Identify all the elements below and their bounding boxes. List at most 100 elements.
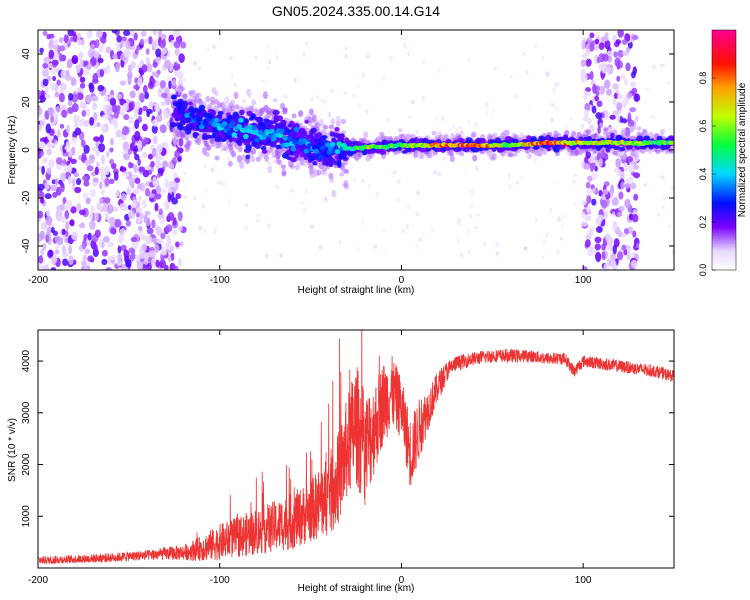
spectrogram-blob xyxy=(98,166,106,176)
spectrogram-blob xyxy=(611,197,619,206)
spectrogram-blob xyxy=(601,194,606,201)
spectrogram-blob xyxy=(184,145,190,153)
spectrogram-blob xyxy=(206,144,211,151)
spectrogram-blob xyxy=(80,139,86,148)
spectrogram-blob xyxy=(542,239,546,243)
spectrogram-blob xyxy=(615,39,622,45)
spectrogram-blob xyxy=(77,52,83,61)
spectrogram-blob xyxy=(127,210,135,220)
spectrogram-blob xyxy=(291,113,297,119)
spectrogram-blob xyxy=(302,130,308,137)
spectrogram-blob xyxy=(164,200,170,211)
spectrogram-blob xyxy=(546,147,552,152)
spectrogram-blob xyxy=(124,40,131,50)
spectrogram-blob xyxy=(110,162,117,170)
spectrogram-blob xyxy=(127,75,132,85)
spectrogram-blob xyxy=(363,131,369,139)
spectrogram-blob xyxy=(66,60,72,69)
spectrogram-blob xyxy=(621,127,627,135)
spectrogram-blob xyxy=(116,35,122,43)
spectrogram-blob xyxy=(275,184,280,190)
spectrogram-blob xyxy=(594,236,602,244)
spectrogram-blob xyxy=(170,180,177,188)
colorbar-gradient xyxy=(712,30,736,270)
spectrogram-blob xyxy=(86,30,93,39)
spectrogram-blob xyxy=(604,32,609,39)
top-x-ticks: -200 -100 0 100 xyxy=(28,30,592,286)
spectrogram-blob xyxy=(64,209,70,220)
spectrogram-blob xyxy=(141,64,148,73)
spectrogram-blob xyxy=(204,188,208,193)
spectrogram-blob xyxy=(644,87,650,91)
spectrogram-blob xyxy=(251,147,257,155)
spectrogram-blob xyxy=(591,198,597,206)
spectrogram-blob xyxy=(430,228,435,232)
spectrogram-blob xyxy=(40,248,44,257)
spectrogram-blob xyxy=(81,265,85,270)
spectrogram-blob xyxy=(554,106,559,111)
spectrogram-blob xyxy=(556,216,561,223)
spectrogram-blob xyxy=(146,262,152,270)
spectrogram-blob xyxy=(115,259,124,267)
spectrogram-blob xyxy=(100,36,107,44)
spectrogram-blob xyxy=(71,231,78,241)
spectrogram-blob xyxy=(237,145,243,152)
spectrogram-blob xyxy=(117,252,122,262)
spectrogram-blob xyxy=(475,168,479,172)
spectrogram-blob xyxy=(596,100,603,108)
spectrogram-blob xyxy=(421,231,425,238)
spectrogram-blob xyxy=(553,146,560,153)
spectrogram-blob xyxy=(585,181,591,189)
spectrogram-blob xyxy=(620,181,625,190)
spectrogram-blob xyxy=(303,148,310,154)
spectrogram-blob xyxy=(48,159,55,169)
spectrogram-blob xyxy=(308,132,314,137)
spectrogram-blob xyxy=(601,199,608,209)
spectrogram-blob xyxy=(622,50,630,56)
spectrogram-blob xyxy=(48,249,54,258)
spectrogram-blob xyxy=(604,233,610,241)
spectrogram-blob xyxy=(44,193,52,200)
spectrogram-blob xyxy=(139,38,145,46)
spectrogram-blob xyxy=(254,137,261,143)
spectrogram-blob xyxy=(177,156,182,162)
spectrogram-blob xyxy=(216,113,223,119)
spectrogram-blob xyxy=(185,117,192,123)
spectrogram-blob xyxy=(607,50,613,57)
spectrogram-blob xyxy=(160,232,166,240)
spectrogram-blob xyxy=(261,79,265,83)
spectrogram-blob xyxy=(98,44,105,53)
spectrogram-blob xyxy=(94,39,100,49)
top-x-tick-label: 0 xyxy=(399,275,405,286)
spectrogram-blob xyxy=(230,99,236,107)
colorbar-ticks: 0.00.20.40.60.8 xyxy=(698,72,716,276)
spectrogram-blob xyxy=(119,166,127,172)
colorbar-tick-label: 0.6 xyxy=(698,120,708,133)
colorbar-tick-label: 0.8 xyxy=(698,72,708,85)
spectrogram-blob xyxy=(581,53,588,59)
spectrogram-blob xyxy=(549,207,553,213)
spectrogram-blob xyxy=(52,49,59,59)
spectrogram-blob xyxy=(585,129,591,136)
spectrogram-blob xyxy=(632,213,639,223)
spectrogram-blob xyxy=(68,149,73,158)
spectrogram-blob xyxy=(289,188,294,193)
spectrogram-blob xyxy=(163,109,168,120)
spectrogram-blob xyxy=(89,188,97,198)
spectrogram-blob xyxy=(39,47,44,54)
chart-title: GN05.2024.335.00.14.G14 xyxy=(272,3,440,19)
spectrogram-blob xyxy=(298,110,303,118)
spectrogram-blob xyxy=(613,167,620,173)
spectrogram-blob xyxy=(120,193,127,201)
spectrogram-blob xyxy=(224,96,229,105)
spectrogram-blob xyxy=(228,56,233,61)
spectrogram-blob xyxy=(113,171,119,181)
spectrogram-blob xyxy=(76,178,82,186)
spectrogram-blob xyxy=(592,83,597,94)
spectrogram-blob xyxy=(602,53,609,62)
spectrogram-blob xyxy=(449,154,455,163)
spectrogram-blob xyxy=(254,55,258,60)
spectrogram-blob xyxy=(361,179,365,183)
spectrogram-blob xyxy=(300,201,304,205)
spectrogram-blob xyxy=(329,124,335,130)
